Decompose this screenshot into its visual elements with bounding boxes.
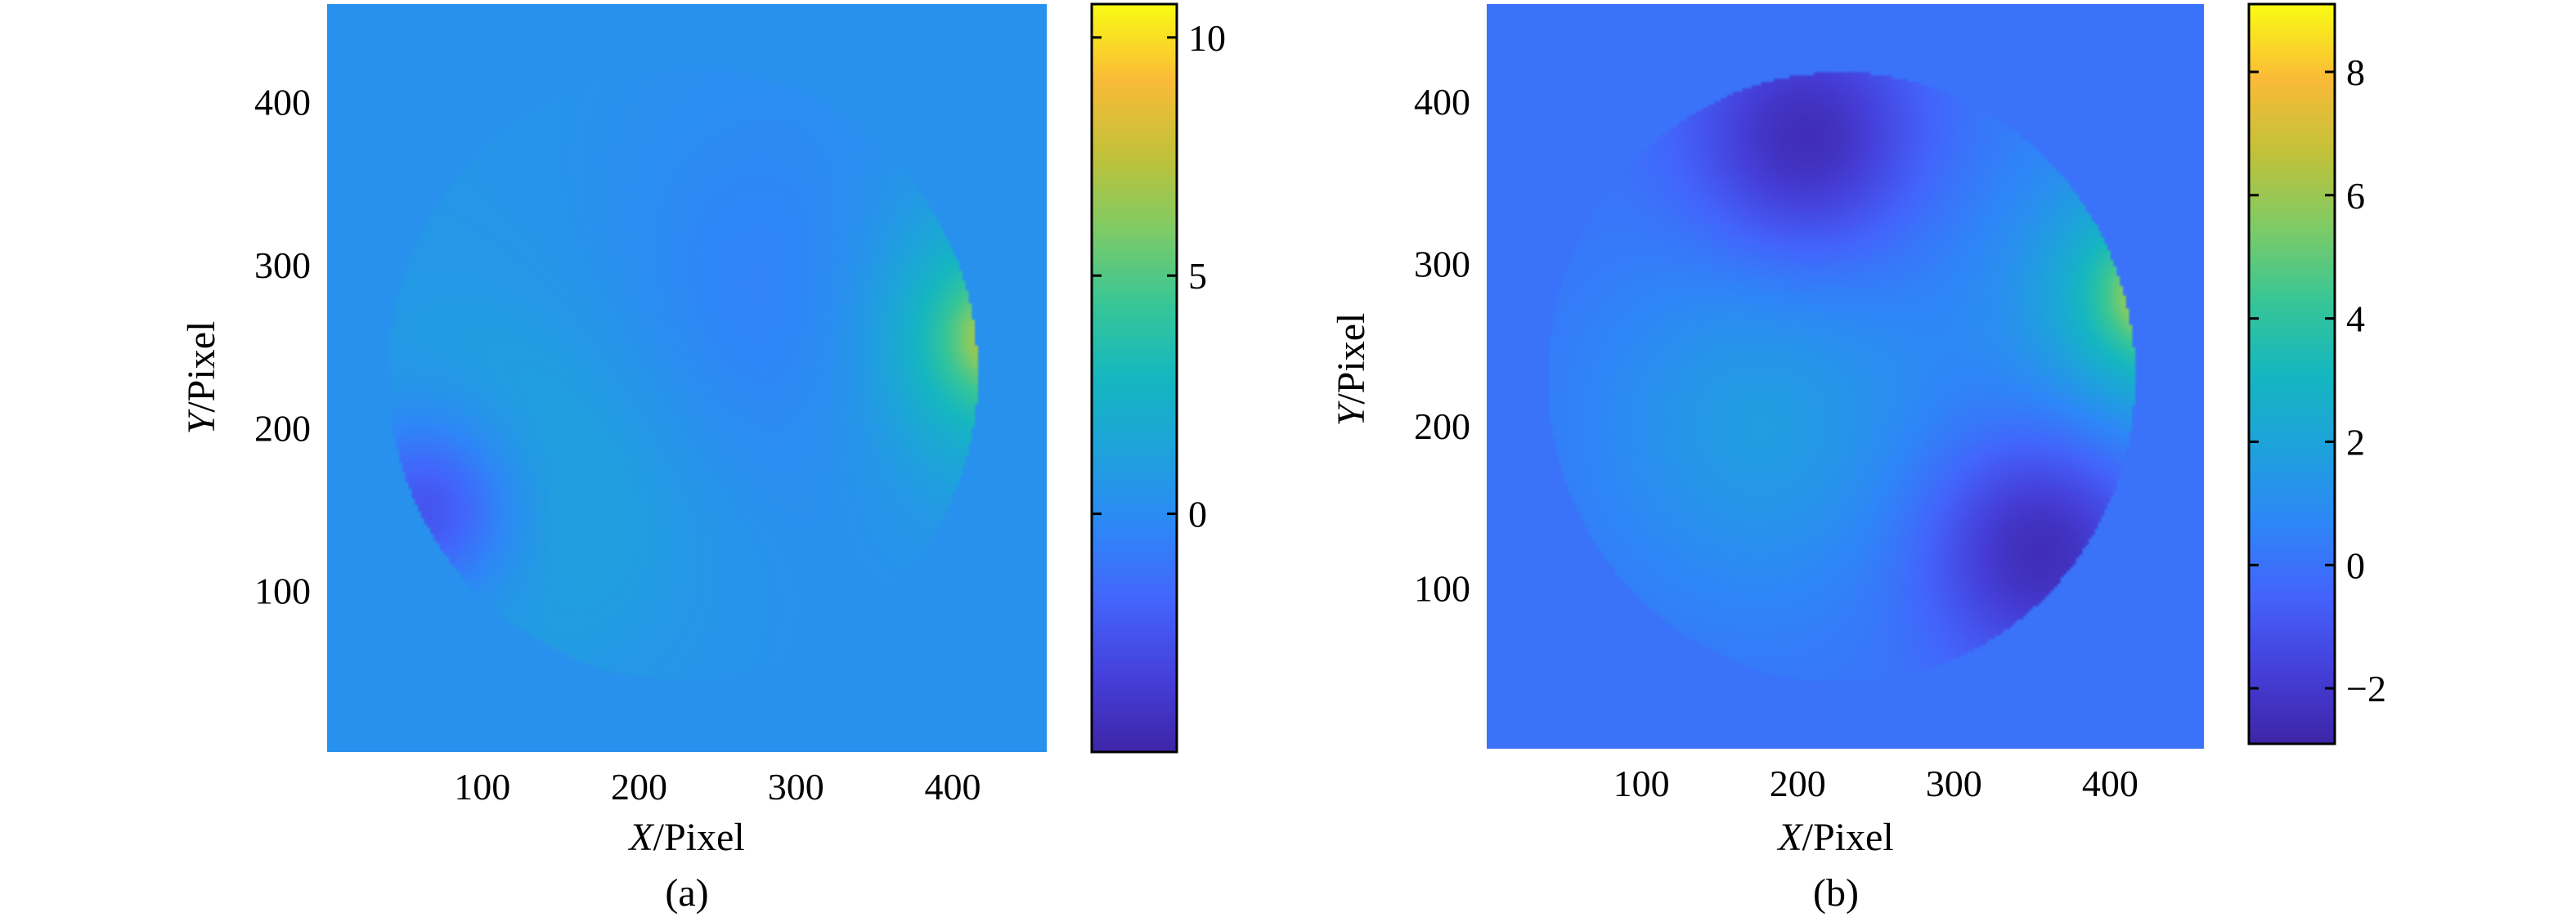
x-tick-label: 400 [2082,763,2138,804]
y-tick-label: 400 [1414,81,1470,123]
x-axis-label-a: X/Pixel [627,816,744,859]
y-tick-label: 200 [1414,405,1470,447]
x-tick-label: 100 [1613,763,1670,804]
x-tick-label: 300 [768,766,824,808]
y-tick-label: 400 [254,82,311,123]
colorbar-ticks-a: 0 5 10 [1092,17,1226,535]
y-axis-label-b: Y/Pixel [1330,313,1373,427]
y-tick-label: 100 [1414,568,1470,610]
colorbar-tick-label: −2 [2346,668,2386,709]
x-ticks-b: 100 200 300 400 [1613,763,2138,804]
y-tick-label: 300 [254,244,311,286]
colorbar-tick-label: 0 [2346,544,2365,586]
colorbar-tick-label: 8 [2346,51,2365,93]
x-tick-label: 200 [1770,763,1826,804]
colorbar-gradient-b [2249,4,2335,744]
x-axis-label-b: X/Pixel [1776,816,1893,859]
y-ticks-b: 100 200 300 400 [1414,81,1470,609]
panel-b: 100 200 300 400 100 200 300 400 X/Pixel Y/Pixe… [1330,2,2386,915]
x-tick-label: 400 [924,766,981,808]
colorbar-frame-b [2247,2,2336,745]
panel-label-a: (a) [665,871,708,915]
colorbar-tick-label: 0 [1188,494,1207,535]
panel-label-b: (b) [1813,871,1859,915]
colorbar-frame-a [1090,2,1178,754]
heatmap-image-b [1487,4,2204,749]
colorbar-tick-label: 2 [2346,421,2365,463]
colorbar-gradient-a [1092,4,1177,752]
y-tick-label: 100 [254,571,311,612]
y-axis-label-a: Y/Pixel [180,321,223,435]
x-tick-label: 200 [611,766,667,808]
y-tick-label: 200 [254,407,311,449]
x-tick-label: 100 [454,766,510,808]
x-ticks-a: 100 200 300 400 [454,766,981,808]
y-ticks-a: 100 200 300 400 [254,82,311,612]
colorbar-tick-label: 6 [2346,175,2365,217]
colorbar-tick-label: 10 [1188,17,1226,59]
heatmap-image-a [327,4,1047,752]
x-tick-label: 300 [1926,763,1982,804]
colorbar-ticks-b: −2 0 2 4 6 8 [2249,51,2386,709]
y-tick-label: 300 [1414,244,1470,285]
colorbar-tick-label: 4 [2346,298,2365,340]
colorbar-tick-label: 5 [1188,255,1207,297]
